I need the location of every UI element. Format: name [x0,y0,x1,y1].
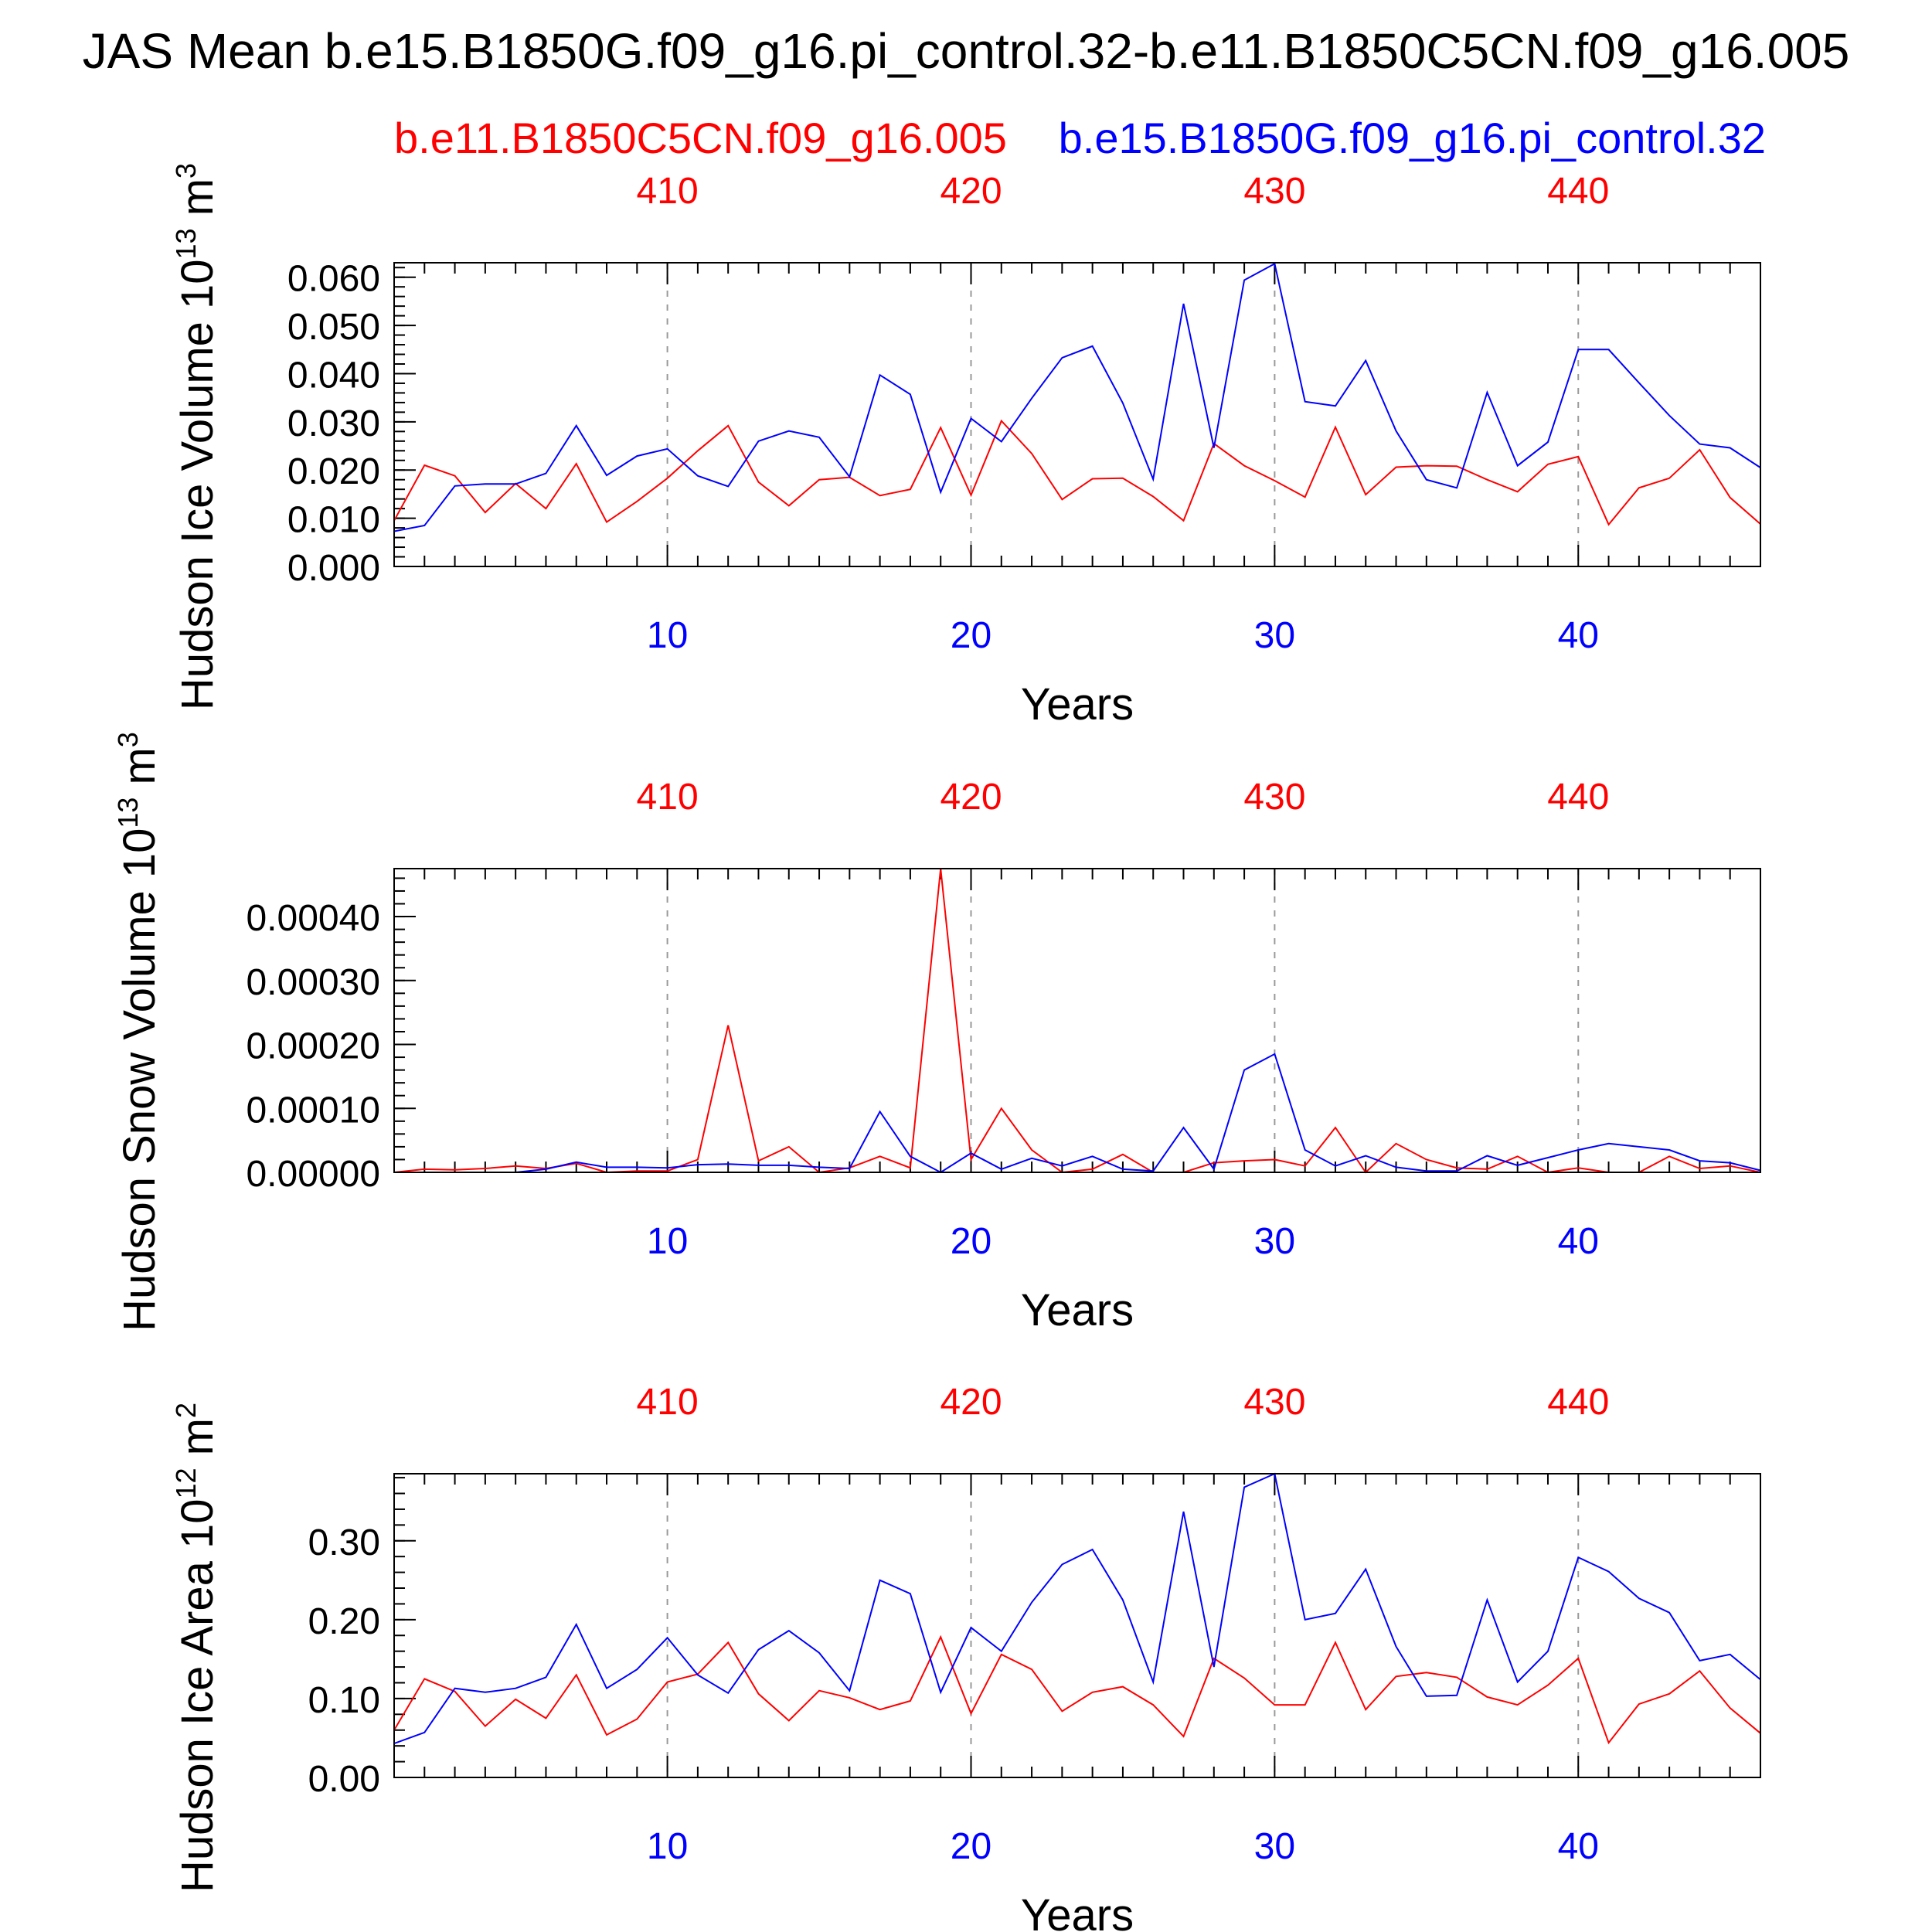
plot-frame [393,1473,1761,1778]
x-top-tick-label: 430 [1243,777,1305,818]
y-tick-label: 0.00000 [246,1154,380,1195]
y-tick-label: 0.00020 [246,1026,380,1067]
panel-1: 0.000 0.010 0.020 0.030 0.040 0.050 0.060 10 20 3… [170,163,1761,730]
x-tick-label: 20 [951,615,992,656]
x-axis-label: Years [1021,1890,1134,1932]
y-tick-label: 0.050 [287,307,380,348]
panels: 0.000 0.010 0.020 0.030 0.040 0.050 0.060 10 20 3… [112,163,1761,1932]
y-tick-label: 0.030 [287,403,380,444]
series-line-blue [393,262,1761,532]
x-top-tick-label: 440 [1547,777,1609,818]
y-tick-label: 0.00030 [246,962,380,1003]
plot-frame [393,868,1761,1173]
y-tick-label: 0.20 [308,1601,380,1642]
series-line-red [393,1634,1761,1745]
x-top-tick-label: 410 [637,777,699,818]
y-tick-label: 0.00040 [246,898,380,939]
subtitle-right: b.e15.B1850G.f09_g16.pi_control.32 [1059,114,1766,162]
x-top-tick-label: 430 [1243,171,1305,212]
x-tick-label: 10 [647,615,688,656]
x-top-tick-label: 440 [1547,171,1609,212]
x-axis-label: Years [1021,1285,1134,1335]
y-tick-label: 0.060 [287,259,380,300]
x-tick-label: 10 [647,1826,688,1867]
series-line-blue [394,1053,1761,1174]
x-top-tick-label: 420 [940,171,1002,212]
subtitle-left: b.e11.B1850C5CN.f09_g16.005 [394,114,1007,162]
x-top-tick-label: 430 [1243,1382,1305,1423]
y-axis-label: Hudson Snow Volume 1013 m3 [112,732,165,1332]
y-tick-label: 0.30 [308,1522,380,1563]
x-tick-label: 30 [1254,1826,1295,1867]
y-tick-label: 0.00010 [246,1090,380,1131]
x-top-tick-label: 420 [940,777,1002,818]
y-tick-label: 0.00 [308,1759,380,1800]
x-tick-label: 10 [647,1221,688,1262]
y-tick-label: 0.020 [287,451,380,492]
panel-2: 0.00000 0.00010 0.00020 0.00030 0.00040 10 20 3… [112,732,1761,1335]
figure-title: JAS Mean b.e15.B1850G.f09_g16.pi_control… [83,23,1850,79]
x-tick-label: 40 [1558,1221,1599,1262]
x-tick-label: 30 [1254,1221,1295,1262]
x-tick-label: 40 [1558,615,1599,656]
x-tick-label: 20 [951,1826,992,1867]
x-tick-label: 40 [1558,1826,1599,1867]
x-top-tick-label: 410 [637,171,699,212]
y-axis-label: Hudson Ice Area 1012 m2 [170,1403,223,1893]
x-tick-label: 30 [1254,615,1295,656]
x-axis-label: Years [1021,679,1134,730]
panel-3: 0.00 0.10 0.20 0.30 10 20 30 40 410 420 430 440 Year… [170,1382,1761,1932]
series-line-blue [393,1472,1761,1745]
x-top-tick-label: 410 [637,1382,699,1423]
y-tick-label: 0.040 [287,355,380,396]
series-line-red [393,868,1761,1174]
x-top-tick-label: 420 [940,1382,1002,1423]
y-axis-label: Hudson Ice Volume 1013 m3 [170,163,223,710]
y-tick-label: 0.000 [287,548,380,589]
x-tick-label: 20 [951,1221,992,1262]
plot-frame [393,262,1761,567]
series-line-red [393,419,1761,526]
y-tick-label: 0.10 [308,1680,380,1721]
x-top-tick-label: 440 [1547,1382,1609,1423]
y-tick-label: 0.010 [287,500,380,541]
